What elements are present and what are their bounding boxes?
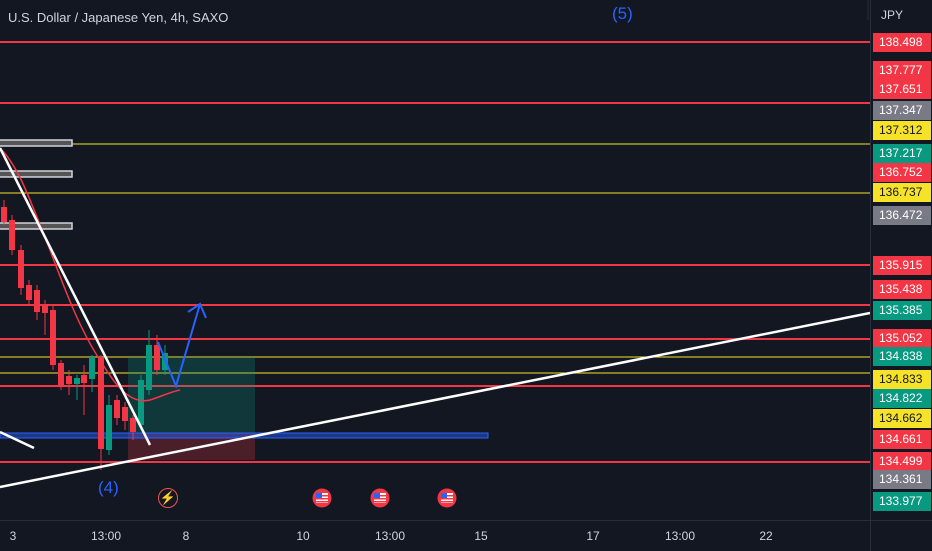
currency-label: JPY: [881, 8, 904, 22]
candle-body: [9, 220, 15, 250]
price-label: 137.777: [873, 61, 931, 80]
chart-pane[interactable]: U.S. Dollar / Japanese Yen, 4h, SAXO (5)…: [0, 0, 870, 520]
chart-title: U.S. Dollar / Japanese Yen, 4h, SAXO: [8, 10, 229, 25]
price-label: 136.737: [873, 183, 931, 202]
price-label: 134.838: [873, 347, 931, 366]
time-label: 3: [9, 529, 17, 543]
price-label: 137.651: [873, 80, 931, 99]
candle-body: [138, 380, 144, 425]
candle-body: [58, 363, 64, 385]
time-label: 8: [182, 529, 190, 543]
moving-average: [1, 149, 181, 402]
projection-path: [157, 303, 201, 390]
short-trend-line: [0, 430, 35, 450]
price-label: 136.472: [873, 206, 931, 225]
time-label: 13:00: [664, 529, 696, 543]
price-label: 135.385: [873, 301, 931, 320]
candle-body: [26, 285, 32, 300]
price-label: 136.752: [873, 163, 931, 182]
price-label: 137.347: [873, 101, 931, 120]
candle-body: [81, 375, 87, 383]
candle-body: [74, 378, 80, 384]
time-label: 13:00: [374, 529, 406, 543]
price-label: 135.915: [873, 256, 931, 275]
time-label: 10: [296, 529, 310, 543]
time-label: 13:00: [90, 529, 122, 543]
candle-body: [154, 345, 160, 370]
candle-body: [146, 345, 152, 390]
uptrend-line: [0, 311, 870, 489]
wave-label-5: (5): [612, 4, 633, 23]
zone-box: [0, 222, 73, 230]
lightning-icon[interactable]: ⚡: [158, 488, 178, 508]
axis-corner: [870, 520, 932, 551]
projection-arrowhead: [187, 302, 207, 319]
price-label: 134.822: [873, 389, 931, 408]
price-label: 134.499: [873, 452, 931, 471]
zone-box: [0, 139, 73, 147]
price-label: 133.977: [873, 492, 931, 511]
candles: [1, 200, 168, 470]
time-label: 22: [759, 529, 773, 543]
price-label: 138.498: [873, 33, 931, 52]
candle-body: [18, 250, 24, 288]
time-label: 17: [586, 529, 600, 543]
price-label: 134.661: [873, 430, 931, 449]
candle-body: [1, 207, 7, 222]
price-label: 134.662: [873, 409, 931, 428]
us-flag-icon[interactable]: [370, 488, 390, 508]
price-label: 134.833: [873, 370, 931, 389]
price-axis[interactable]: JPY 138.498 137.777 137.651 137.347 137.312 1…: [870, 0, 932, 520]
us-flag-icon[interactable]: [312, 488, 332, 508]
zone-boxes: [0, 139, 73, 230]
candle-body: [42, 305, 48, 313]
candle-body: [106, 405, 112, 450]
candle-body: [50, 310, 56, 365]
us-flag-icon[interactable]: [437, 488, 457, 508]
price-label: 135.438: [873, 280, 931, 299]
downtrend-line: [0, 147, 152, 446]
time-label: 15: [474, 529, 488, 543]
candle-body: [114, 400, 120, 418]
zone-box: [0, 170, 73, 178]
candle-body: [130, 418, 136, 432]
price-label: 137.217: [873, 144, 931, 163]
candle-body: [98, 357, 104, 449]
wave-label-4: (4): [98, 478, 119, 497]
horizontal-levels: [0, 41, 870, 463]
candle-body: [89, 357, 95, 379]
price-label: 137.312: [873, 121, 931, 140]
price-label: 134.361: [873, 470, 931, 489]
candle-body: [122, 407, 128, 421]
candle-body: [34, 290, 40, 312]
time-axis[interactable]: 3 13:00 8 10 13:00 15 17 13:00 22: [0, 520, 870, 551]
chart-canvas[interactable]: [0, 0, 870, 520]
price-label: 135.052: [873, 329, 931, 348]
candle-body: [66, 376, 72, 384]
